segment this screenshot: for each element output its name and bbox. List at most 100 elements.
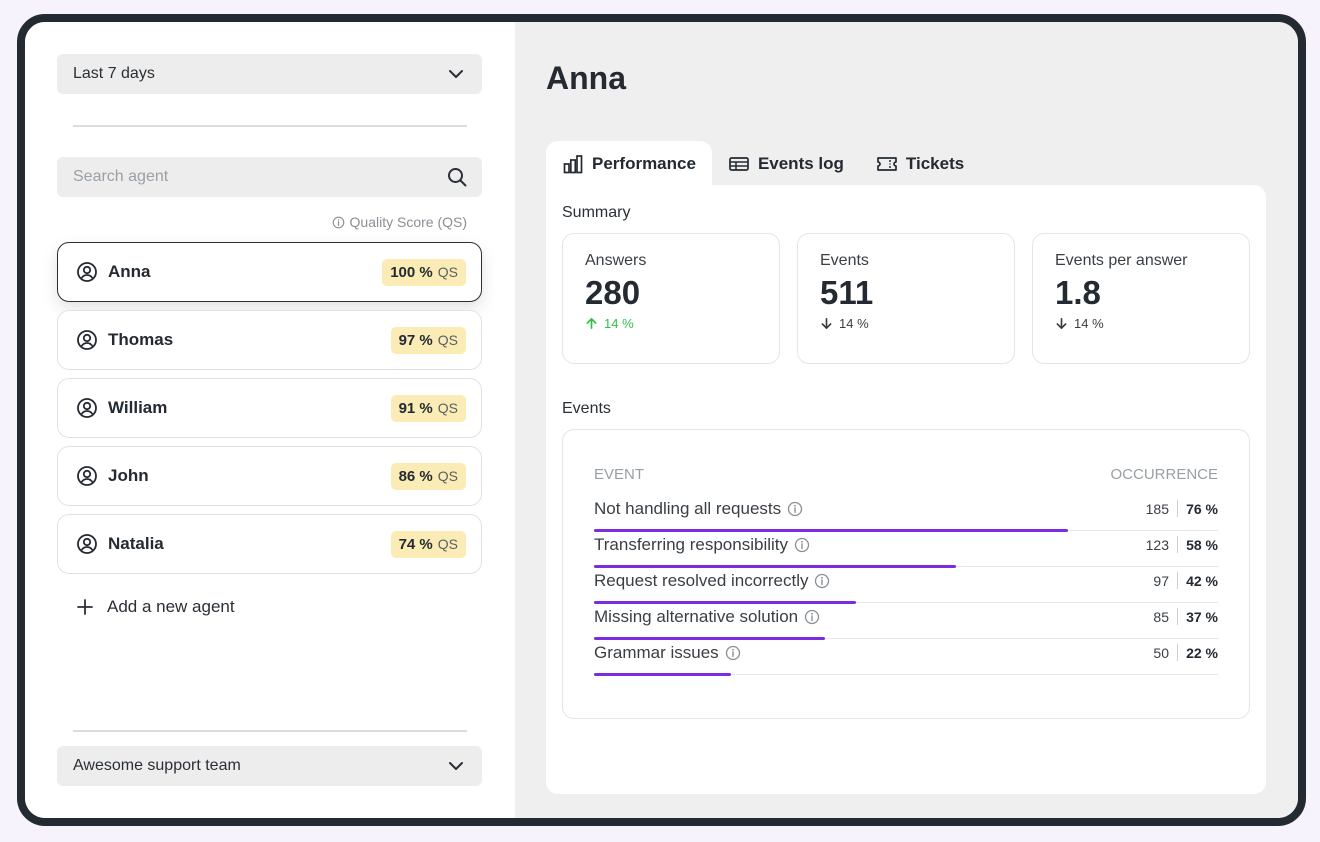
stat-label: Answers bbox=[585, 252, 647, 269]
arrow-up-icon bbox=[586, 318, 597, 329]
tab-tickets[interactable]: Tickets bbox=[860, 141, 980, 186]
stat-change: 14 % bbox=[585, 316, 757, 331]
event-percentage: 76 % bbox=[1186, 500, 1218, 517]
event-label: Transferring responsibility bbox=[594, 535, 788, 554]
event-name: Grammar issues bbox=[594, 643, 741, 663]
agent-item-john[interactable]: John 86 % QS bbox=[57, 446, 482, 506]
quality-score-badge: 97 % QS bbox=[390, 326, 466, 354]
occurrence-values: 123 58 % bbox=[1146, 536, 1218, 553]
arrow-down-icon bbox=[1056, 318, 1067, 329]
tab-label: Performance bbox=[592, 153, 696, 173]
agent-identity: Anna bbox=[76, 261, 151, 283]
event-name: Request resolved incorrectly bbox=[594, 571, 830, 591]
agent-name: Anna bbox=[108, 262, 151, 281]
quality-score-badge: 74 % QS bbox=[390, 530, 466, 558]
occurrence-bar bbox=[594, 601, 857, 604]
table-row[interactable]: Grammar issues 50 22 % bbox=[594, 638, 1218, 676]
user-icon bbox=[77, 398, 97, 418]
date-range-select[interactable]: Last 7 days bbox=[57, 54, 482, 94]
qs-label: QS bbox=[437, 332, 458, 348]
agent-name: John bbox=[108, 466, 149, 485]
event-label: Not handling all requests bbox=[594, 499, 782, 518]
occurrence-bar bbox=[594, 673, 732, 676]
plus-icon bbox=[77, 599, 93, 615]
event-label: Request resolved incorrectly bbox=[594, 571, 809, 590]
main-content: Anna Performance Events log Tickets Summ… bbox=[515, 22, 1298, 818]
agent-name: William bbox=[108, 398, 168, 417]
team-select[interactable]: Awesome support team bbox=[57, 746, 482, 786]
agent-identity: Natalia bbox=[76, 533, 164, 555]
separator bbox=[1177, 572, 1178, 589]
occurrence-values: 185 76 % bbox=[1146, 500, 1218, 517]
tab-label: Events log bbox=[757, 153, 844, 173]
event-name: Missing alternative solution bbox=[594, 607, 820, 627]
column-header-event: EVENT bbox=[594, 466, 645, 483]
user-icon bbox=[77, 330, 97, 350]
stat-card-events: Events 511 14 % bbox=[797, 233, 1015, 364]
quality-score-badge: 91 % QS bbox=[390, 394, 466, 422]
search-box[interactable] bbox=[57, 157, 482, 197]
divider bbox=[73, 125, 467, 127]
event-count: 97 bbox=[1153, 572, 1169, 589]
occurrence-bar bbox=[594, 637, 825, 640]
stat-card-events-per-answer: Events per answer 1.8 14 % bbox=[1032, 233, 1250, 364]
event-percentage: 42 % bbox=[1186, 572, 1218, 589]
info-icon[interactable] bbox=[787, 501, 803, 517]
stat-card-answers: Answers 280 14 % bbox=[562, 233, 780, 364]
tab-label: Tickets bbox=[905, 153, 965, 173]
agent-identity: William bbox=[76, 397, 167, 419]
tab-performance[interactable]: Performance bbox=[546, 141, 712, 186]
events-heading: Events bbox=[562, 400, 611, 417]
agent-item-natalia[interactable]: Natalia 74 % QS bbox=[57, 514, 482, 574]
occurrence-values: 50 22 % bbox=[1153, 644, 1218, 661]
separator bbox=[1177, 644, 1178, 661]
qs-label: QS bbox=[437, 264, 458, 280]
app-window: Last 7 days Quality Score (QS) Anna 100 … bbox=[17, 14, 1306, 826]
occurrence-bar bbox=[594, 565, 956, 568]
event-label: Grammar issues bbox=[594, 643, 719, 662]
add-agent-button[interactable]: Add a new agent bbox=[77, 597, 235, 617]
search-input[interactable] bbox=[73, 168, 413, 186]
occurrence-values: 97 42 % bbox=[1153, 572, 1218, 589]
quality-score-value: 74 % bbox=[398, 535, 433, 553]
table-header: EVENT OCCURRENCE bbox=[594, 466, 1218, 483]
stat-value: 280 bbox=[585, 274, 641, 311]
stat-value: 1.8 bbox=[1055, 274, 1101, 311]
bar-chart-icon bbox=[563, 154, 583, 173]
info-icon[interactable] bbox=[814, 573, 830, 589]
page-title: Anna bbox=[546, 60, 626, 96]
tab-events-log[interactable]: Events log bbox=[712, 141, 860, 186]
quality-score-badge: 100 % QS bbox=[382, 258, 466, 286]
quality-score-hint: Quality Score (QS) bbox=[332, 214, 467, 230]
quality-score-hint-label: Quality Score (QS) bbox=[349, 214, 467, 230]
table-icon bbox=[729, 156, 749, 171]
stat-label: Events bbox=[820, 252, 869, 269]
info-icon[interactable] bbox=[794, 537, 810, 553]
info-icon[interactable] bbox=[804, 609, 820, 625]
team-label: Awesome support team bbox=[73, 757, 241, 774]
table-row[interactable]: Transferring responsibility 123 58 % bbox=[594, 530, 1218, 568]
event-count: 185 bbox=[1145, 500, 1169, 517]
stat-change: 14 % bbox=[1055, 316, 1227, 331]
chevron-down-icon bbox=[449, 70, 463, 78]
separator bbox=[1177, 608, 1178, 625]
table-row[interactable]: Not handling all requests 185 76 % bbox=[594, 494, 1218, 532]
separator bbox=[1177, 500, 1178, 517]
info-icon[interactable] bbox=[725, 645, 741, 661]
stat-change-value: 14 % bbox=[1074, 316, 1104, 331]
event-percentage: 22 % bbox=[1186, 644, 1218, 661]
user-icon bbox=[77, 534, 97, 554]
table-row[interactable]: Missing alternative solution 85 37 % bbox=[594, 602, 1218, 640]
search-icon[interactable] bbox=[446, 166, 468, 188]
agent-name: Natalia bbox=[108, 534, 164, 553]
quality-score-value: 97 % bbox=[398, 331, 433, 349]
performance-panel: Summary Answers 280 14 % Events 511 14 %… bbox=[546, 185, 1266, 794]
quality-score-value: 91 % bbox=[398, 399, 433, 417]
stat-change-value: 14 % bbox=[839, 316, 869, 331]
qs-label: QS bbox=[437, 536, 458, 552]
agent-item-william[interactable]: William 91 % QS bbox=[57, 378, 482, 438]
table-row[interactable]: Request resolved incorrectly 97 42 % bbox=[594, 566, 1218, 604]
date-range-label: Last 7 days bbox=[73, 65, 155, 82]
agent-item-anna[interactable]: Anna 100 % QS bbox=[57, 242, 482, 302]
agent-item-thomas[interactable]: Thomas 97 % QS bbox=[57, 310, 482, 370]
